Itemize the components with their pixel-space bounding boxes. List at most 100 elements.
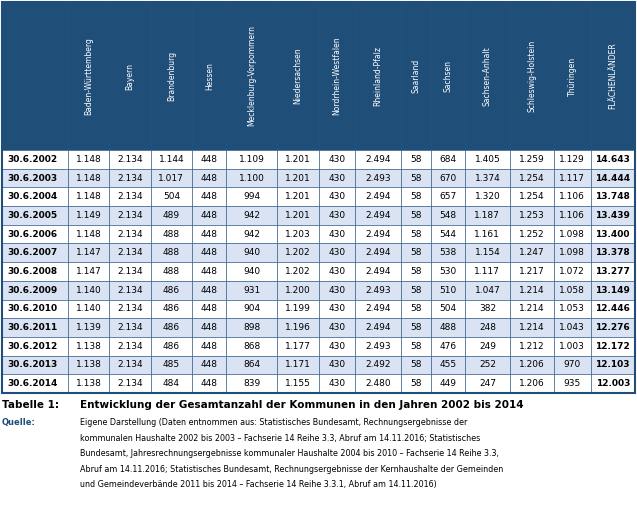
Text: Brandenburg: Brandenburg bbox=[167, 51, 176, 101]
Text: 1.405: 1.405 bbox=[475, 155, 500, 164]
Bar bbox=[2, 318, 68, 337]
Text: Rheinland-Pfalz: Rheinland-Pfalz bbox=[374, 46, 383, 106]
Text: 1.201: 1.201 bbox=[285, 211, 311, 220]
Text: 510: 510 bbox=[440, 286, 457, 295]
Bar bbox=[277, 300, 318, 318]
Text: 2.134: 2.134 bbox=[117, 211, 143, 220]
Text: 1.017: 1.017 bbox=[159, 173, 184, 183]
Text: 931: 931 bbox=[243, 286, 261, 295]
Text: 488: 488 bbox=[163, 230, 180, 238]
Bar bbox=[355, 169, 401, 187]
Bar bbox=[510, 187, 554, 206]
Text: 30.6.2005: 30.6.2005 bbox=[7, 211, 57, 220]
Bar bbox=[355, 2, 401, 150]
Text: 1.206: 1.206 bbox=[519, 379, 545, 388]
Text: 13.149: 13.149 bbox=[596, 286, 630, 295]
Bar bbox=[510, 356, 554, 374]
Bar bbox=[465, 262, 510, 281]
Bar bbox=[277, 318, 318, 337]
Bar bbox=[465, 2, 510, 150]
Bar bbox=[318, 374, 355, 393]
Bar bbox=[554, 169, 590, 187]
Text: 430: 430 bbox=[328, 304, 345, 313]
Bar bbox=[2, 337, 68, 356]
Bar bbox=[109, 374, 150, 393]
Text: 1.254: 1.254 bbox=[519, 192, 545, 201]
Text: 249: 249 bbox=[479, 342, 496, 351]
Text: 58: 58 bbox=[410, 192, 422, 201]
Bar bbox=[318, 187, 355, 206]
Bar bbox=[277, 187, 318, 206]
Bar bbox=[150, 150, 192, 169]
Bar bbox=[401, 337, 431, 356]
Bar bbox=[192, 318, 227, 337]
Bar bbox=[277, 356, 318, 374]
Text: 1.177: 1.177 bbox=[285, 342, 311, 351]
Text: 504: 504 bbox=[440, 304, 457, 313]
Text: 1.252: 1.252 bbox=[519, 230, 545, 238]
Bar bbox=[510, 169, 554, 187]
Text: 2.134: 2.134 bbox=[117, 155, 143, 164]
Bar bbox=[431, 281, 465, 300]
Text: 1.148: 1.148 bbox=[76, 192, 101, 201]
Text: 430: 430 bbox=[328, 173, 345, 183]
Bar bbox=[277, 225, 318, 244]
Text: 488: 488 bbox=[163, 267, 180, 276]
Text: 670: 670 bbox=[440, 173, 457, 183]
Text: 1.117: 1.117 bbox=[475, 267, 500, 276]
Text: 2.134: 2.134 bbox=[117, 304, 143, 313]
Text: 12.276: 12.276 bbox=[596, 323, 630, 332]
Text: 1.201: 1.201 bbox=[285, 155, 311, 164]
Bar bbox=[227, 187, 277, 206]
Text: 1.138: 1.138 bbox=[76, 361, 101, 369]
Bar bbox=[431, 318, 465, 337]
Bar bbox=[355, 374, 401, 393]
Text: 1.106: 1.106 bbox=[559, 211, 585, 220]
Text: 455: 455 bbox=[440, 361, 457, 369]
Text: 1.320: 1.320 bbox=[475, 192, 500, 201]
Text: 486: 486 bbox=[163, 286, 180, 295]
Text: 1.203: 1.203 bbox=[285, 230, 311, 238]
Bar bbox=[192, 150, 227, 169]
Text: 1.202: 1.202 bbox=[285, 248, 311, 257]
Bar bbox=[510, 2, 554, 150]
Bar bbox=[2, 244, 68, 262]
Text: Sachsen-Anhalt: Sachsen-Anhalt bbox=[483, 46, 492, 106]
Bar bbox=[510, 318, 554, 337]
Text: Baden-Württemberg: Baden-Württemberg bbox=[84, 37, 93, 115]
Bar bbox=[2, 356, 68, 374]
Bar bbox=[431, 244, 465, 262]
Bar bbox=[192, 206, 227, 225]
Text: 30.6.2012: 30.6.2012 bbox=[7, 342, 57, 351]
Bar bbox=[109, 281, 150, 300]
Bar bbox=[355, 300, 401, 318]
Text: 1.155: 1.155 bbox=[285, 379, 311, 388]
Text: 30.6.2011: 30.6.2011 bbox=[7, 323, 57, 332]
Text: Abruf am 14.11.2016; Statistisches Bundesamt, Rechnungsergebnisse der Kernhausha: Abruf am 14.11.2016; Statistisches Bunde… bbox=[80, 464, 503, 474]
Text: 430: 430 bbox=[328, 248, 345, 257]
Text: 1.254: 1.254 bbox=[519, 173, 545, 183]
Bar bbox=[318, 244, 355, 262]
Text: 1.098: 1.098 bbox=[559, 248, 585, 257]
Bar bbox=[109, 150, 150, 169]
Text: 935: 935 bbox=[564, 379, 581, 388]
Text: 58: 58 bbox=[410, 248, 422, 257]
Bar bbox=[227, 206, 277, 225]
Bar bbox=[355, 262, 401, 281]
Text: 58: 58 bbox=[410, 361, 422, 369]
Text: 1.196: 1.196 bbox=[285, 323, 311, 332]
Text: 1.047: 1.047 bbox=[475, 286, 500, 295]
Text: 1.058: 1.058 bbox=[559, 286, 585, 295]
Bar bbox=[401, 356, 431, 374]
Bar bbox=[227, 281, 277, 300]
Bar bbox=[109, 300, 150, 318]
Text: 14.444: 14.444 bbox=[595, 173, 631, 183]
Text: Mecklenburg-Vorpommern: Mecklenburg-Vorpommern bbox=[247, 25, 256, 126]
Text: Bundesamt, Jahresrechnungsergebnisse kommunaler Haushalte 2004 bis 2010 – Fachse: Bundesamt, Jahresrechnungsergebnisse kom… bbox=[80, 449, 499, 458]
Text: 448: 448 bbox=[201, 155, 218, 164]
Bar bbox=[554, 318, 590, 337]
Bar bbox=[355, 206, 401, 225]
Bar bbox=[510, 337, 554, 356]
Bar bbox=[355, 356, 401, 374]
Text: 30.6.2014: 30.6.2014 bbox=[7, 379, 57, 388]
